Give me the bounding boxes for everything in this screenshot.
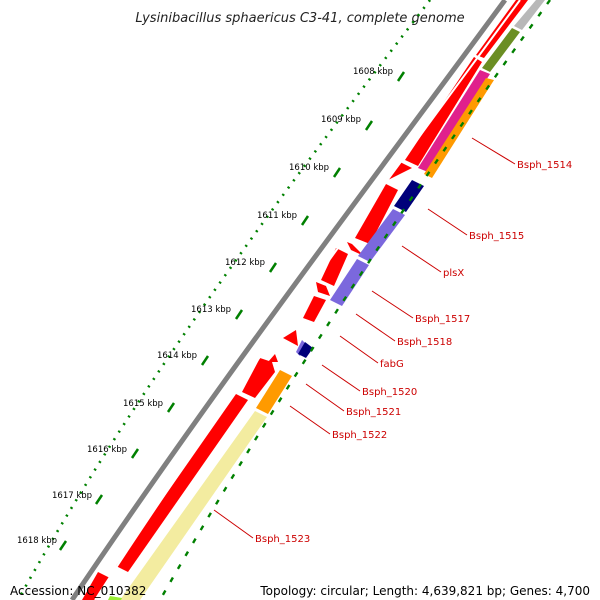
leader-line (305, 383, 345, 412)
gene-block (242, 358, 275, 398)
gene-label: Bsph_1515 (469, 231, 524, 242)
tick-label: 1611 kbp (257, 211, 297, 221)
gene-label: Bsph_1514 (517, 160, 572, 171)
gene-label: plsX (443, 268, 464, 279)
cog-block-pink (418, 70, 490, 172)
gene-block (388, 162, 412, 180)
tick-label: 1614 kbp (157, 351, 197, 361)
gene-label: fabG (380, 359, 404, 370)
gene-block (321, 248, 348, 286)
tick-mark (130, 448, 140, 459)
tick-label: 1615 kbp (123, 399, 163, 409)
cog-block-lime (108, 596, 122, 600)
cog-block-navy (298, 342, 313, 358)
gene-block (355, 184, 398, 244)
tick-mark (268, 262, 278, 273)
tick-label: 1616 kbp (87, 445, 127, 455)
genome-backbone (69, 0, 508, 600)
tick-label: 1608 kbp (353, 67, 393, 77)
tick-mark (332, 167, 342, 178)
gene-block (268, 354, 278, 362)
gene-block (316, 282, 330, 296)
cog-block-yellow (120, 411, 267, 600)
leader-line (471, 137, 516, 165)
leader-line (427, 208, 468, 236)
leader-lines (213, 137, 516, 539)
tick-labels: 1608 kbp 1609 kbp 1610 kbp 1611 kbp 1612… (17, 67, 393, 546)
cog-block-grey (514, 0, 545, 30)
scale-ticks (58, 71, 406, 551)
tick-mark (94, 494, 104, 505)
forward-gene-track (82, 0, 528, 600)
tick-mark (166, 402, 176, 413)
tick-label: 1609 kbp (321, 115, 361, 125)
tick-mark (364, 120, 374, 131)
gene-block (116, 394, 248, 572)
gene-block (82, 572, 110, 600)
leader-line (321, 364, 361, 392)
track-divider (94, 0, 521, 600)
gene-labels: Bsph_1514 Bsph_1515 plsX Bsph_1517 Bsph_… (255, 160, 572, 545)
leader-line (213, 509, 254, 539)
cog-block-purple (330, 259, 369, 306)
outer-scale-ring (16, 0, 432, 600)
cog-block-purple (358, 209, 405, 262)
cog-block-purple (296, 340, 306, 356)
cog-block-navy (394, 180, 424, 212)
tick-label: 1612 kbp (225, 258, 265, 268)
tick-label: 1618 kbp (17, 536, 57, 546)
gene-label: Bsph_1518 (397, 337, 452, 348)
inner-scale-ring (158, 0, 551, 600)
tick-mark (396, 71, 406, 82)
tick-mark (300, 215, 310, 226)
accession-text: Accession: NC_010382 (10, 584, 147, 598)
cog-track (108, 0, 545, 600)
leader-line (289, 405, 331, 435)
map-title: Lysinibacillus sphaericus C3-41, complet… (135, 11, 464, 26)
cog-block-orange (256, 370, 292, 414)
cog-block-olive (482, 28, 520, 72)
tick-label: 1610 kbp (289, 163, 329, 173)
leader-line (401, 245, 442, 273)
topology-text: Topology: circular; Length: 4,639,821 bp… (260, 584, 590, 598)
tick-mark (58, 540, 68, 551)
gene-block (405, 57, 482, 166)
gene-label: Bsph_1523 (255, 534, 310, 545)
gene-label: Bsph_1521 (346, 407, 401, 418)
tick-mark (200, 355, 210, 366)
gene-block (283, 330, 298, 346)
leader-line (355, 313, 396, 342)
tick-mark (234, 309, 244, 320)
gene-label: Bsph_1520 (362, 387, 417, 398)
tick-label: 1613 kbp (191, 305, 231, 315)
tick-label: 1617 kbp (52, 491, 92, 501)
leader-line (339, 335, 379, 364)
gene-label: Bsph_1522 (332, 430, 387, 441)
leader-line (371, 290, 414, 319)
cog-block-orange (424, 78, 494, 178)
gene-block (347, 242, 364, 256)
gene-label: Bsph_1517 (415, 314, 470, 325)
gene-block (303, 296, 326, 322)
